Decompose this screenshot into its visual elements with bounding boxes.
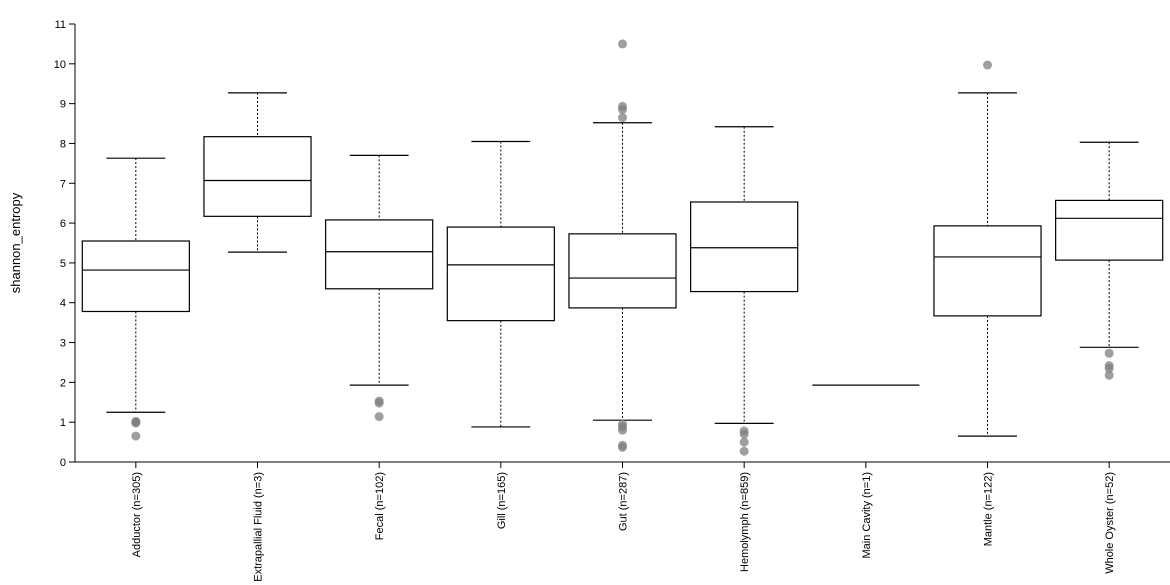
iqr-box	[933, 225, 1042, 317]
y-tick-label: 0	[60, 457, 66, 469]
iqr-box	[81, 240, 190, 313]
outlier-point	[1104, 370, 1114, 380]
y-tick-label: 3	[60, 338, 66, 350]
outlier-point	[1104, 363, 1114, 373]
x-tick-label: Hemolymph (n=859)	[739, 472, 751, 572]
outlier-point	[374, 412, 384, 422]
x-tick-label: Adductor (n=305)	[131, 472, 143, 557]
outlier-point	[131, 431, 141, 441]
x-tick-label: Whole Oyster (n=52)	[1104, 472, 1116, 574]
iqr-box	[446, 226, 555, 322]
outlier-point	[618, 39, 627, 49]
box-group	[568, 39, 677, 452]
box-group	[81, 157, 190, 441]
y-axis: 0 1 2 3 4 5 6 7 8 9 10 11	[54, 19, 76, 469]
x-tick-label: Fecal (n=102)	[374, 472, 386, 540]
outlier-point	[618, 425, 627, 435]
y-tick-label: 11	[55, 19, 66, 31]
outlier-point	[131, 418, 141, 428]
outlier-point	[983, 60, 992, 70]
y-tick-label: 1	[60, 417, 66, 429]
outlier-point	[739, 429, 749, 439]
outlier-point	[618, 442, 627, 452]
outlier-point	[374, 398, 384, 408]
box-group	[933, 60, 1042, 437]
y-tick-label: 6	[60, 218, 66, 230]
x-tick-label: Gut (n=287)	[618, 472, 630, 531]
x-tick-label: Gill (n=165)	[496, 472, 508, 529]
y-tick-label: 9	[60, 99, 66, 111]
y-tick-label: 2	[60, 377, 66, 389]
x-axis: Adductor (n=305) Extrapallial Fluid (n=3)…	[75, 461, 1170, 582]
y-tick-label: 5	[60, 258, 66, 270]
box-group	[203, 92, 312, 253]
box-group	[1055, 141, 1164, 380]
outlier-point	[618, 105, 627, 115]
y-tick-label: 10	[54, 59, 66, 71]
x-tick-label: Main Cavity (n=1)	[861, 472, 873, 559]
box-group	[446, 140, 555, 428]
outlier-point	[1104, 348, 1114, 358]
box-group	[325, 154, 434, 422]
iqr-box	[203, 136, 312, 217]
box-series	[81, 39, 1164, 456]
x-tick-label: Extrapallial Fluid (n=3)	[253, 472, 265, 582]
y-tick-label: 7	[60, 178, 66, 190]
iqr-box	[568, 233, 677, 309]
y-tick-label: 4	[60, 298, 66, 310]
y-axis-label: shannon_entropy	[8, 192, 23, 293]
iqr-box	[1055, 199, 1164, 261]
outlier-point	[739, 437, 749, 447]
x-tick-label: Mantle (n=122)	[983, 472, 995, 546]
y-tick-label: 8	[60, 138, 66, 150]
box-group	[690, 126, 799, 456]
iqr-box	[690, 201, 799, 293]
outlier-point	[618, 113, 627, 123]
outlier-point	[739, 446, 749, 456]
iqr-box	[325, 219, 434, 290]
